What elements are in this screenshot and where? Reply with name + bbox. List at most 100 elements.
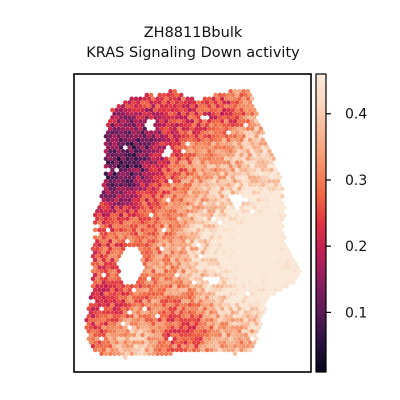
spot [123,303,128,308]
spot [157,220,162,225]
spot [110,258,115,263]
spot [140,115,145,120]
spot [248,93,253,98]
spot [218,93,223,98]
spot [269,168,274,173]
spot [97,235,102,240]
spot [162,318,167,323]
spot [196,183,201,188]
spot [179,115,184,120]
spot [93,340,98,345]
spot [145,183,150,188]
spot [132,348,137,353]
spot [140,175,145,180]
spot [110,243,115,248]
spot [282,243,287,248]
spot [239,288,244,293]
spot [93,273,98,278]
spot [132,333,137,338]
spot [213,348,218,353]
spot [149,288,154,293]
spot [235,153,240,158]
spot [132,123,137,128]
spot [106,265,111,270]
spot [153,160,158,165]
spot [179,235,184,240]
spot [175,168,180,173]
spot [218,310,223,315]
spot [243,138,248,143]
spot [274,265,279,270]
spot [119,318,124,323]
spot [243,295,248,300]
spot [93,280,98,285]
spot [114,250,119,255]
spot [140,153,145,158]
spot [119,288,124,293]
spot [166,235,171,240]
spot [209,303,214,308]
spot [110,228,115,233]
spot [243,145,248,150]
spot [175,138,180,143]
spot [162,303,167,308]
spot [188,273,193,278]
spot [192,213,197,218]
spot [183,145,188,150]
spot [252,310,256,315]
spot [252,160,256,165]
spot [248,205,253,210]
spot [140,183,145,188]
spot [209,205,214,210]
spot [231,228,236,233]
spot [140,130,145,135]
spot [93,325,98,330]
spot [119,340,124,345]
spot [127,123,132,128]
spot [136,333,141,338]
spot [166,168,171,173]
spot [218,183,223,188]
spot [114,198,119,203]
spot [157,205,162,210]
spot [170,318,175,323]
spot [205,318,210,323]
spot [252,123,256,128]
spot [284,284,289,289]
spot [243,168,248,173]
spot [239,115,244,120]
spot [243,175,248,180]
spot [235,115,240,120]
spot [243,153,248,158]
spot [222,190,227,195]
spot [102,228,107,233]
spot [196,235,201,240]
spot [200,138,205,143]
spot [179,100,184,105]
spot [241,194,246,199]
spot [183,138,188,143]
spot [123,138,128,143]
spot [127,130,132,135]
spot [123,168,128,173]
spot [265,205,270,210]
spot [114,138,119,143]
spot [97,280,102,285]
spot [265,168,270,173]
spot [192,340,197,345]
spot [179,138,184,143]
spot [235,168,240,173]
spot [145,340,150,345]
spot [106,273,111,278]
spot [119,295,124,300]
spot [166,295,171,300]
spot [183,333,188,338]
spot [110,325,115,330]
spot [226,243,231,248]
spot [235,243,240,248]
spot [231,303,236,308]
spot [269,198,274,203]
spot [222,310,227,315]
spot [179,175,184,180]
spot [140,220,145,225]
